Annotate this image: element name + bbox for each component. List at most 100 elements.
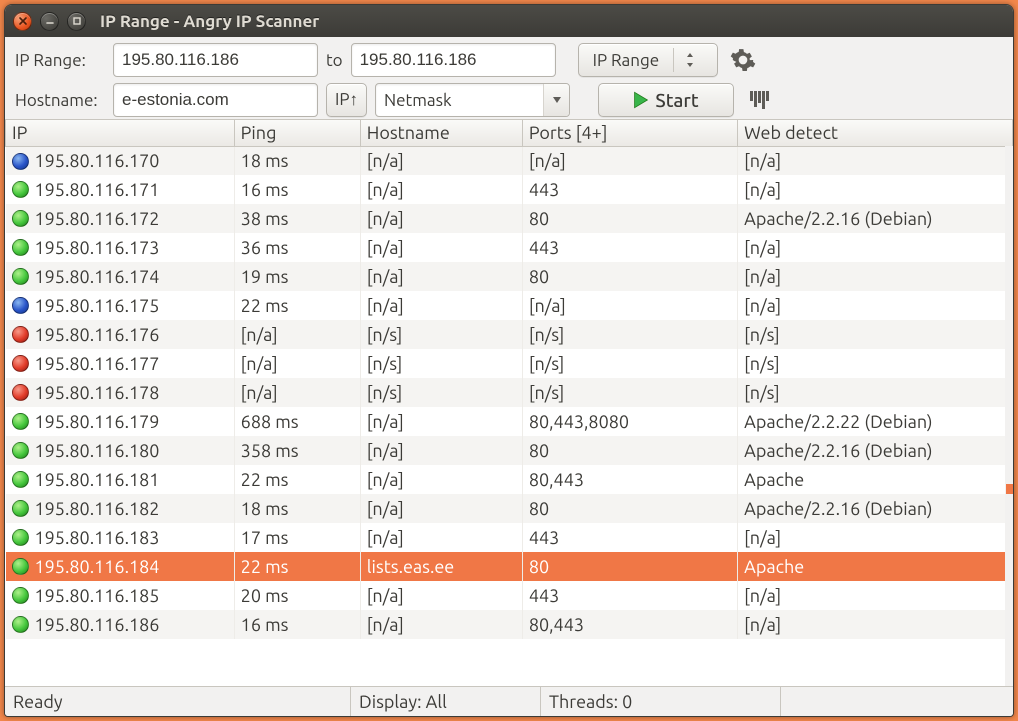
cell-hostname: [n/s] <box>360 378 522 407</box>
cell-hostname: [n/a] <box>360 436 522 465</box>
ip-to-input[interactable] <box>351 43 556 77</box>
mode-dropdown-button[interactable]: IP Range <box>578 43 718 77</box>
cell-web: Apache/2.2.22 (Debian) <box>738 407 1013 436</box>
settings-button[interactable] <box>726 43 760 77</box>
minimize-icon[interactable] <box>40 12 59 31</box>
table-row[interactable]: 195.80.116.176[n/a][n/s][n/s][n/s] <box>6 320 1013 349</box>
cell-ip: 195.80.116.177 <box>6 349 235 378</box>
status-display: Display: All <box>351 687 541 716</box>
table-row[interactable]: 195.80.116.18317 ms[n/a]443[n/a] <box>6 523 1013 552</box>
cell-hostname: [n/a] <box>360 291 522 320</box>
ip-from-input[interactable] <box>113 43 318 77</box>
window-title: IP Range - Angry IP Scanner <box>100 12 319 31</box>
cell-ports: 80,443,8080 <box>522 407 737 436</box>
results-panel: IPPingHostnamePorts [4+]Web detect 195.8… <box>5 119 1013 686</box>
cell-web: Apache <box>738 465 1013 494</box>
column-config-button[interactable] <box>742 83 776 117</box>
ip-up-button[interactable]: IP↑ <box>326 83 367 117</box>
cell-hostname: [n/a] <box>360 581 522 610</box>
cell-hostname: [n/a] <box>360 262 522 291</box>
cell-hostname: lists.eas.ee <box>360 552 522 581</box>
scroll-indicator[interactable] <box>1006 484 1013 494</box>
cell-ports: 443 <box>522 581 737 610</box>
ip-range-label: IP Range: <box>15 51 105 70</box>
table-row[interactable]: 195.80.116.18616 ms[n/a]80,443[n/a] <box>6 610 1013 639</box>
mode-dropdown-label: IP Range <box>593 51 660 70</box>
table-row[interactable]: 195.80.116.180358 ms[n/a]80Apache/2.2.16… <box>6 436 1013 465</box>
table-row[interactable]: 195.80.116.177[n/a][n/s][n/s][n/s] <box>6 349 1013 378</box>
cell-ports: [n/s] <box>522 320 737 349</box>
cell-web: [n/a] <box>738 610 1013 639</box>
green-status-icon <box>12 268 29 285</box>
app-window: IP Range - Angry IP Scanner IP Range: to… <box>4 4 1014 717</box>
table-row[interactable]: 195.80.116.18122 ms[n/a]80,443Apache <box>6 465 1013 494</box>
green-status-icon <box>12 210 29 227</box>
cell-web: [n/a] <box>738 233 1013 262</box>
red-status-icon <box>12 326 29 343</box>
cell-hostname: [n/a] <box>360 407 522 436</box>
cell-web: Apache/2.2.16 (Debian) <box>738 204 1013 233</box>
table-row[interactable]: 195.80.116.179688 ms[n/a]80,443,8080Apac… <box>6 407 1013 436</box>
cell-hostname: [n/a] <box>360 146 522 175</box>
cell-ping: 688 ms <box>234 407 360 436</box>
cell-ports: [n/s] <box>522 378 737 407</box>
cell-hostname: [n/a] <box>360 494 522 523</box>
column-header-ip[interactable]: IP <box>6 120 235 146</box>
scrollbar[interactable] <box>1005 146 1013 686</box>
chevron-down-icon[interactable] <box>543 84 569 116</box>
cell-ports: [n/a] <box>522 146 737 175</box>
titlebar[interactable]: IP Range - Angry IP Scanner <box>5 5 1013 37</box>
cell-hostname: [n/a] <box>360 233 522 262</box>
table-row[interactable]: 195.80.116.17522 ms[n/a][n/a][n/a] <box>6 291 1013 320</box>
table-header-row: IPPingHostnamePorts [4+]Web detect <box>6 120 1013 146</box>
column-header-ports[interactable]: Ports [4+] <box>522 120 737 146</box>
table-row[interactable]: 195.80.116.17116 ms[n/a]443[n/a] <box>6 175 1013 204</box>
cell-hostname: [n/a] <box>360 523 522 552</box>
table-row[interactable]: 195.80.116.17336 ms[n/a]443[n/a] <box>6 233 1013 262</box>
table-row[interactable]: 195.80.116.178[n/a][n/s][n/s][n/s] <box>6 378 1013 407</box>
cell-ports: 443 <box>522 175 737 204</box>
cell-ip: 195.80.116.186 <box>6 610 235 639</box>
table-row[interactable]: 195.80.116.17419 ms[n/a]80[n/a] <box>6 262 1013 291</box>
table-row[interactable]: 195.80.116.17238 ms[n/a]80Apache/2.2.16 … <box>6 204 1013 233</box>
cell-ip: 195.80.116.170 <box>6 146 235 175</box>
table-row[interactable]: 195.80.116.17018 ms[n/a][n/a][n/a] <box>6 146 1013 175</box>
cell-ping: 20 ms <box>234 581 360 610</box>
table-row[interactable]: 195.80.116.18520 ms[n/a]443[n/a] <box>6 581 1013 610</box>
column-header-web[interactable]: Web detect <box>738 120 1013 146</box>
blue-status-icon <box>12 153 29 170</box>
cell-web: [n/a] <box>738 262 1013 291</box>
cell-ping: 22 ms <box>234 291 360 320</box>
cell-ports: 80,443 <box>522 610 737 639</box>
cell-ports: 80 <box>522 494 737 523</box>
cell-web: [n/s] <box>738 378 1013 407</box>
cell-ping: 22 ms <box>234 465 360 494</box>
cell-web: [n/a] <box>738 146 1013 175</box>
cell-web: [n/s] <box>738 320 1013 349</box>
cell-ip: 195.80.116.183 <box>6 523 235 552</box>
table-row[interactable]: 195.80.116.18218 ms[n/a]80Apache/2.2.16 … <box>6 494 1013 523</box>
green-status-icon <box>12 558 29 575</box>
cell-ip: 195.80.116.182 <box>6 494 235 523</box>
cell-ports: 80 <box>522 552 737 581</box>
column-header-ping[interactable]: Ping <box>234 120 360 146</box>
start-button[interactable]: Start <box>598 83 734 117</box>
cell-ports: 80 <box>522 262 737 291</box>
cell-web: [n/a] <box>738 291 1013 320</box>
play-icon <box>633 91 649 109</box>
cell-hostname: [n/s] <box>360 349 522 378</box>
cell-hostname: [n/s] <box>360 320 522 349</box>
green-status-icon <box>12 587 29 604</box>
close-icon[interactable] <box>13 12 32 31</box>
red-status-icon <box>12 384 29 401</box>
cell-ping: 358 ms <box>234 436 360 465</box>
table-row[interactable]: 195.80.116.18422 mslists.eas.ee80Apache <box>6 552 1013 581</box>
cell-ports: 80 <box>522 436 737 465</box>
hostname-label: Hostname: <box>15 91 105 110</box>
netmask-combo[interactable]: Netmask <box>375 83 570 117</box>
maximize-icon[interactable] <box>67 12 86 31</box>
cell-ports: 80 <box>522 204 737 233</box>
cell-ip: 195.80.116.179 <box>6 407 235 436</box>
hostname-input[interactable] <box>113 83 318 117</box>
column-header-hostname[interactable]: Hostname <box>360 120 522 146</box>
